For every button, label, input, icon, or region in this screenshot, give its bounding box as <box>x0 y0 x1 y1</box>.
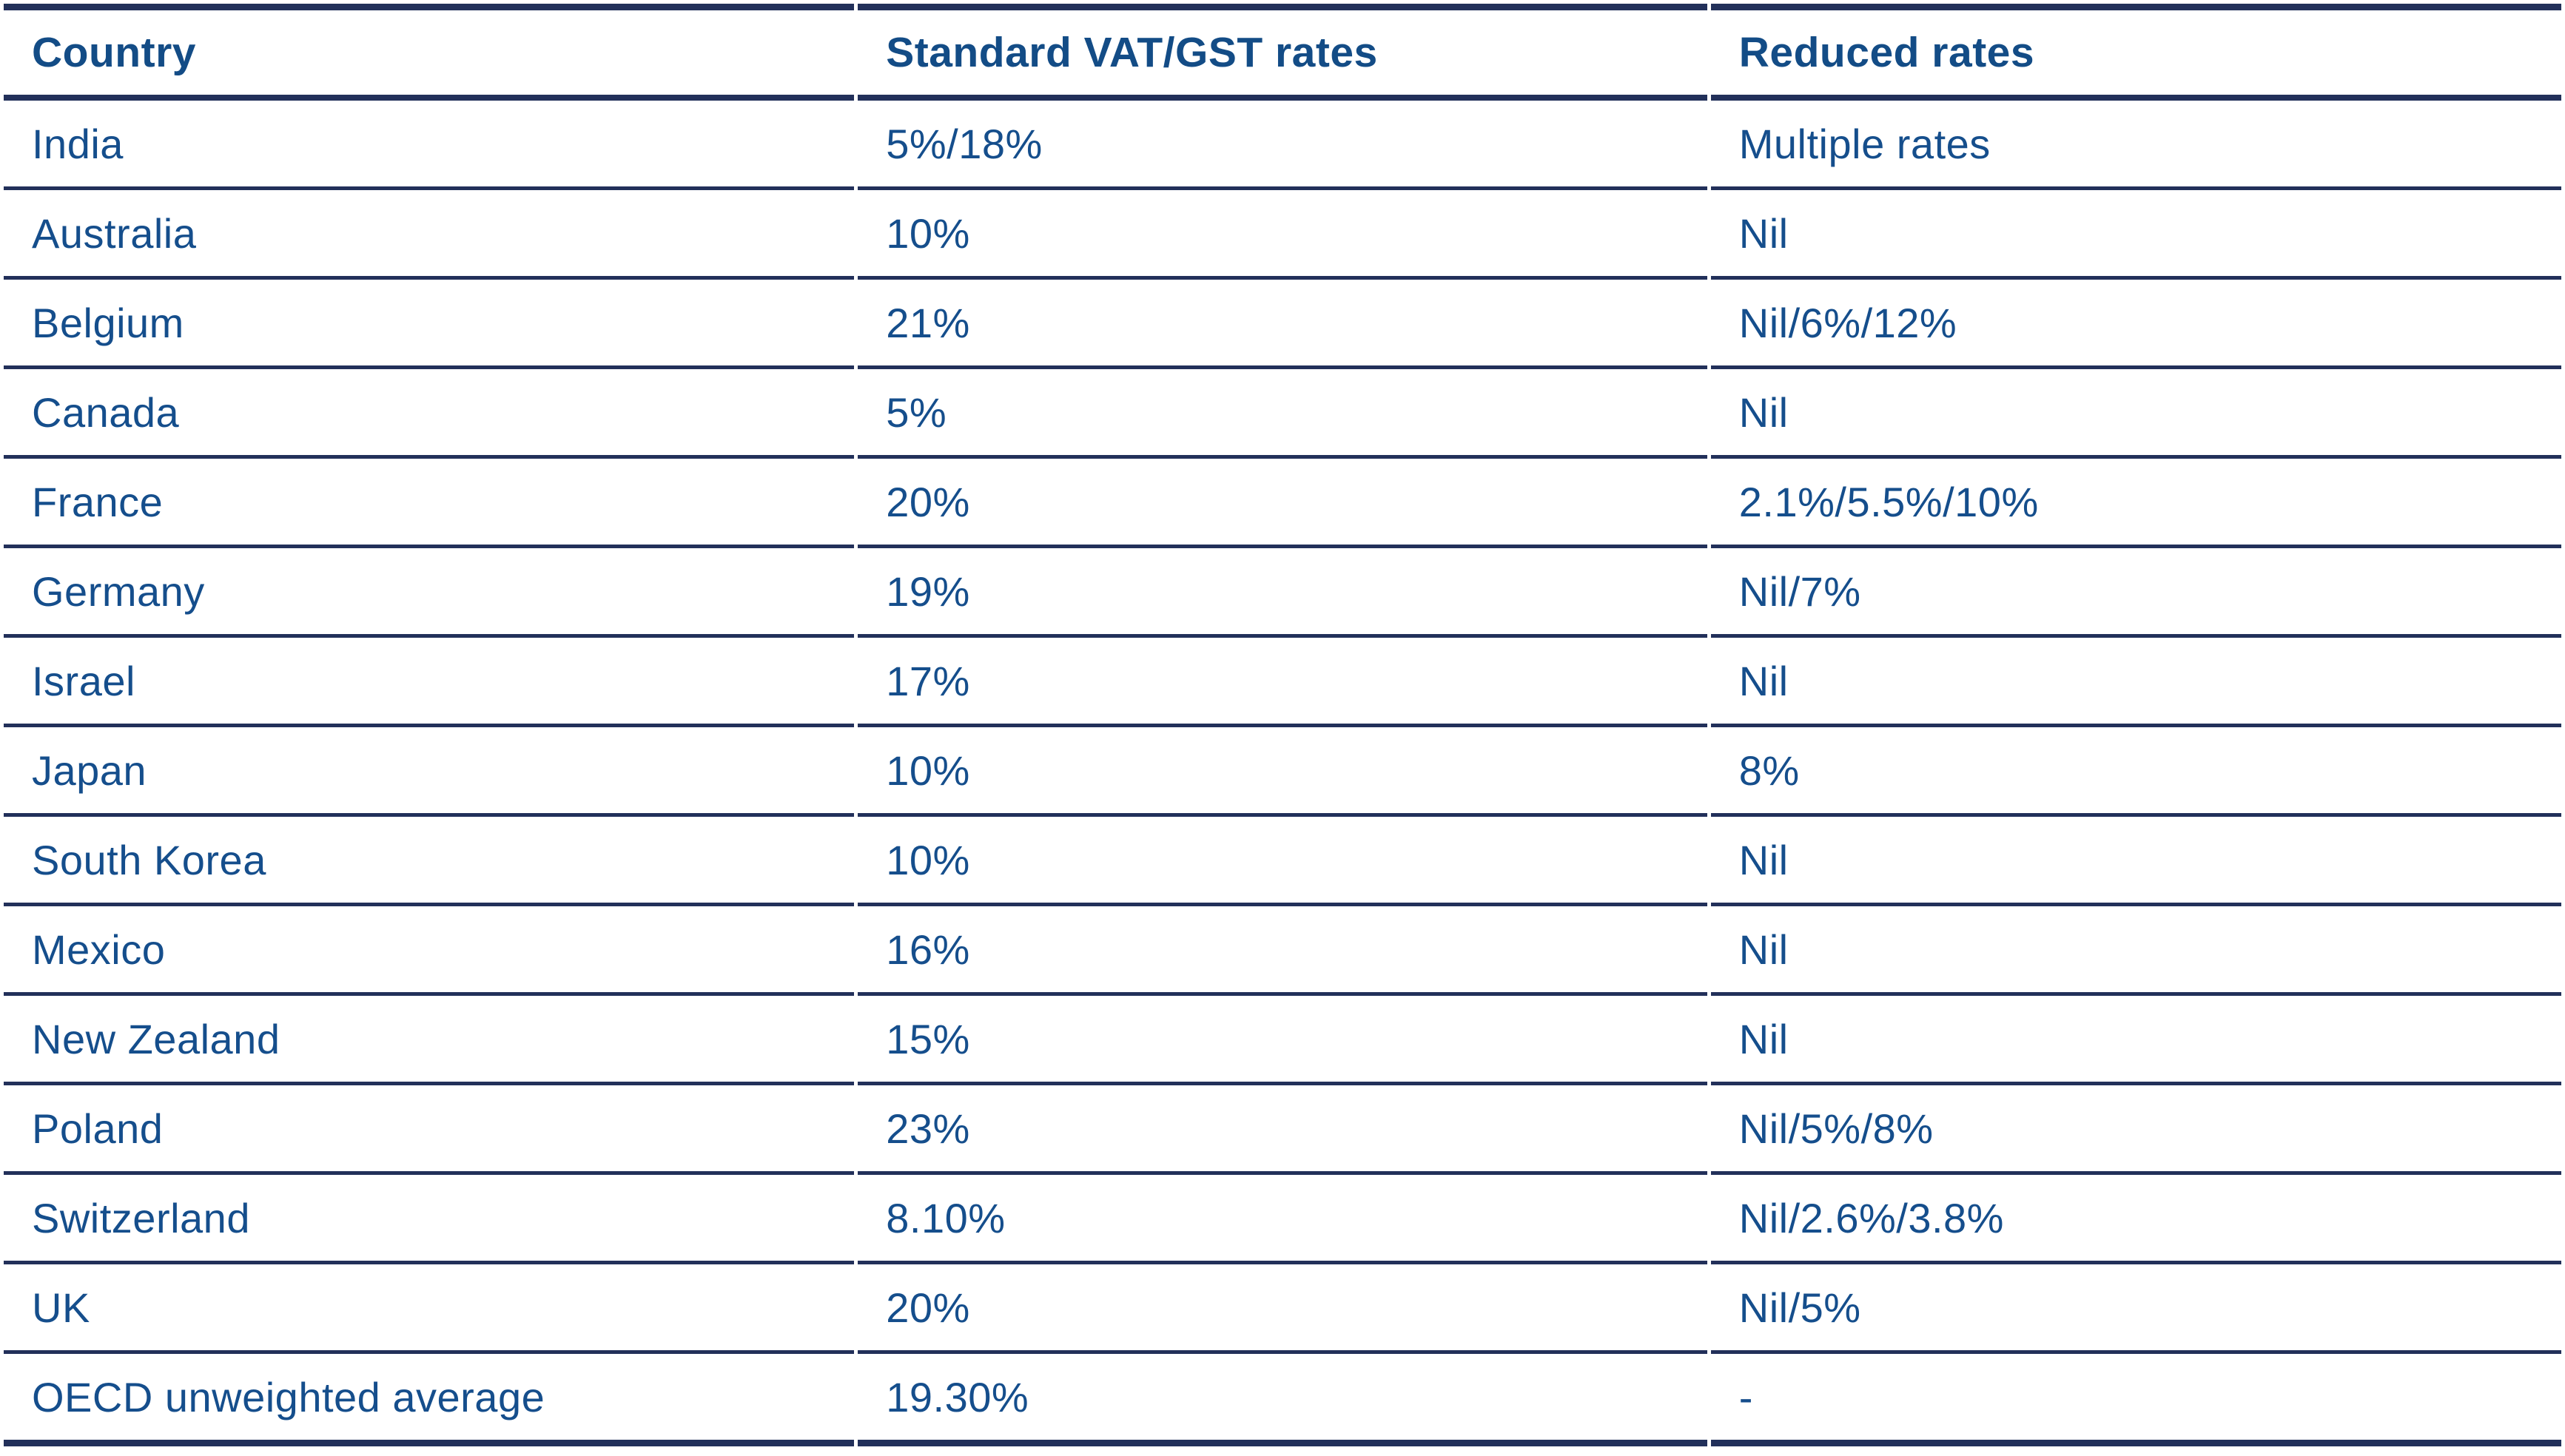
country-cell: UK <box>4 1264 855 1354</box>
country-cell: South Korea <box>4 817 855 906</box>
reduced-rate-cell: Nil <box>1710 638 2561 727</box>
country-cell: Australia <box>4 190 855 280</box>
country-cell: Germany <box>4 548 855 638</box>
standard-rate-cell: 5%/18% <box>858 101 1707 190</box>
table-row: Germany 19% Nil/7% <box>4 548 2561 638</box>
table-row: India 5%/18% Multiple rates <box>4 101 2561 190</box>
reduced-rate-cell: Nil <box>1710 906 2561 996</box>
standard-rate-cell: 19.30% <box>858 1354 1707 1446</box>
country-cell: Israel <box>4 638 855 727</box>
standard-rate-cell: 16% <box>858 906 1707 996</box>
table-row: Belgium 21% Nil/6%/12% <box>4 280 2561 369</box>
header-row: Country Standard VAT/GST rates Reduced r… <box>4 4 2561 101</box>
table-row: Poland 23% Nil/5%/8% <box>4 1085 2561 1175</box>
country-cell: Switzerland <box>4 1175 855 1264</box>
table-row: New Zealand 15% Nil <box>4 996 2561 1085</box>
reduced-rate-cell: Nil/5% <box>1710 1264 2561 1354</box>
table-row: Australia 10% Nil <box>4 190 2561 280</box>
standard-rate-cell: 8.10% <box>858 1175 1707 1264</box>
reduced-rate-cell: Nil <box>1710 996 2561 1085</box>
country-cell: New Zealand <box>4 996 855 1085</box>
reduced-rate-cell: Nil <box>1710 817 2561 906</box>
table-row: France 20% 2.1%/5.5%/10% <box>4 459 2561 548</box>
reduced-rate-cell: Nil/2.6%/3.8% <box>1710 1175 2561 1264</box>
table-row: Mexico 16% Nil <box>4 906 2561 996</box>
reduced-rate-cell: - <box>1710 1354 2561 1446</box>
country-cell: Japan <box>4 727 855 817</box>
country-cell: Canada <box>4 369 855 459</box>
standard-rate-cell: 20% <box>858 459 1707 548</box>
vat-rates-table: Country Standard VAT/GST rates Reduced r… <box>0 4 2565 1446</box>
standard-rate-cell: 5% <box>858 369 1707 459</box>
country-cell: OECD unweighted average <box>4 1354 855 1446</box>
column-header-reduced: Reduced rates <box>1710 4 2561 101</box>
table-row: South Korea 10% Nil <box>4 817 2561 906</box>
table-row: Canada 5% Nil <box>4 369 2561 459</box>
standard-rate-cell: 23% <box>858 1085 1707 1175</box>
standard-rate-cell: 10% <box>858 190 1707 280</box>
table-row: UK 20% Nil/5% <box>4 1264 2561 1354</box>
table-header: Country Standard VAT/GST rates Reduced r… <box>4 4 2561 101</box>
column-header-standard: Standard VAT/GST rates <box>858 4 1707 101</box>
reduced-rate-cell: Nil/7% <box>1710 548 2561 638</box>
table-body: India 5%/18% Multiple rates Australia 10% Nil… <box>4 101 2561 1446</box>
standard-rate-cell: 20% <box>858 1264 1707 1354</box>
standard-rate-cell: 17% <box>858 638 1707 727</box>
standard-rate-cell: 10% <box>858 727 1707 817</box>
reduced-rate-cell: Nil <box>1710 369 2561 459</box>
country-cell: India <box>4 101 855 190</box>
country-cell: Poland <box>4 1085 855 1175</box>
reduced-rate-cell: 8% <box>1710 727 2561 817</box>
reduced-rate-cell: Nil <box>1710 190 2561 280</box>
reduced-rate-cell: 2.1%/5.5%/10% <box>1710 459 2561 548</box>
standard-rate-cell: 15% <box>858 996 1707 1085</box>
country-cell: France <box>4 459 855 548</box>
table-row: OECD unweighted average 19.30% - <box>4 1354 2561 1446</box>
table-row: Japan 10% 8% <box>4 727 2561 817</box>
standard-rate-cell: 10% <box>858 817 1707 906</box>
standard-rate-cell: 19% <box>858 548 1707 638</box>
country-cell: Mexico <box>4 906 855 996</box>
table-row: Israel 17% Nil <box>4 638 2561 727</box>
reduced-rate-cell: Nil/6%/12% <box>1710 280 2561 369</box>
country-cell: Belgium <box>4 280 855 369</box>
reduced-rate-cell: Nil/5%/8% <box>1710 1085 2561 1175</box>
reduced-rate-cell: Multiple rates <box>1710 101 2561 190</box>
table-row: Switzerland 8.10% Nil/2.6%/3.8% <box>4 1175 2561 1264</box>
column-header-country: Country <box>4 4 855 101</box>
standard-rate-cell: 21% <box>858 280 1707 369</box>
